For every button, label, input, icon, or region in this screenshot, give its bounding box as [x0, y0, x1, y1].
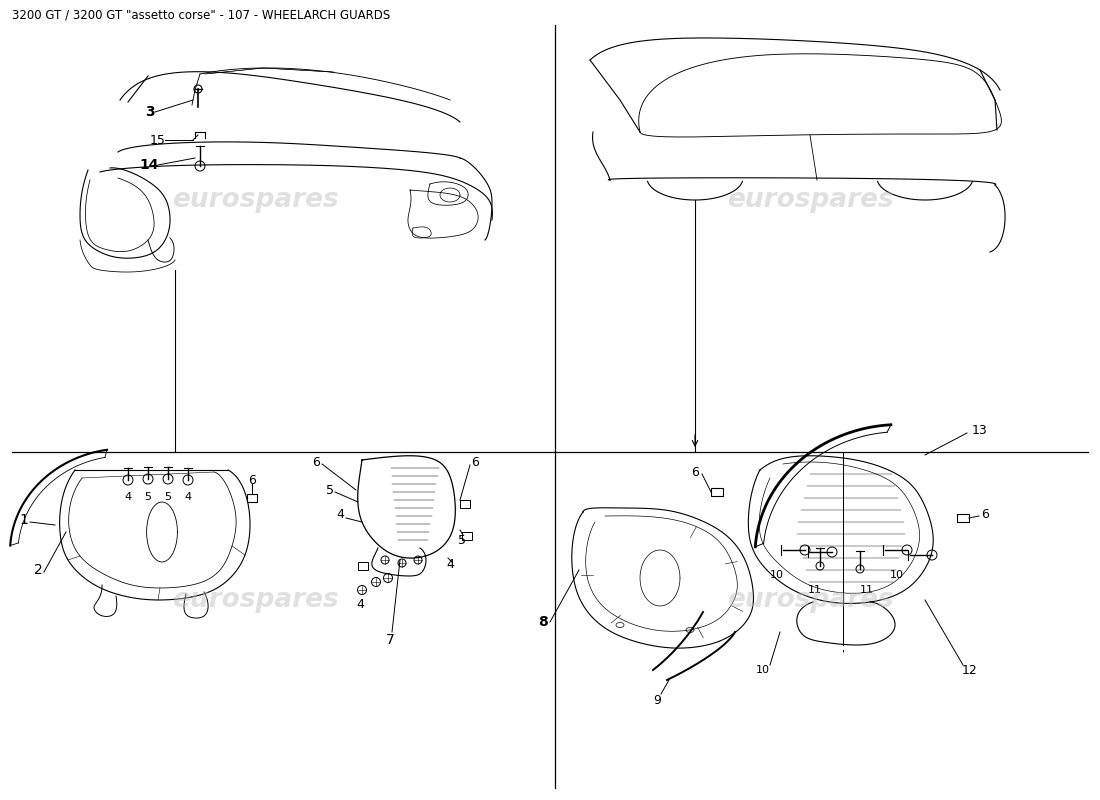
Text: 3200 GT / 3200 GT "assetto corse" - 107 - WHEELARCH GUARDS: 3200 GT / 3200 GT "assetto corse" - 107 …	[12, 8, 390, 21]
Text: 3: 3	[145, 105, 155, 119]
Text: 4: 4	[185, 492, 191, 502]
Text: 5: 5	[458, 534, 466, 546]
Text: 5: 5	[326, 483, 334, 497]
Text: 7: 7	[386, 633, 395, 647]
Text: 11: 11	[808, 585, 822, 595]
Text: 4: 4	[447, 558, 454, 571]
Text: 2: 2	[34, 563, 43, 577]
Text: 13: 13	[972, 423, 988, 437]
Text: eurospares: eurospares	[172, 587, 339, 613]
Text: 5: 5	[144, 492, 152, 502]
Text: eurospares: eurospares	[172, 187, 339, 213]
Text: 8: 8	[538, 615, 548, 629]
Text: 10: 10	[770, 570, 784, 580]
Text: 4: 4	[337, 509, 344, 522]
Text: 6: 6	[691, 466, 698, 478]
Text: eurospares: eurospares	[727, 187, 893, 213]
Text: 9: 9	[653, 694, 661, 706]
Text: 1: 1	[20, 513, 29, 527]
Text: 11: 11	[860, 585, 875, 595]
Text: 4: 4	[124, 492, 132, 502]
Text: 10: 10	[890, 570, 904, 580]
Text: 6: 6	[312, 455, 320, 469]
Text: 6: 6	[981, 509, 989, 522]
Text: 6: 6	[471, 455, 478, 469]
Text: 12: 12	[962, 663, 978, 677]
Text: 5: 5	[165, 492, 172, 502]
Text: 6: 6	[249, 474, 256, 486]
Text: eurospares: eurospares	[727, 587, 893, 613]
Text: 4: 4	[356, 598, 364, 611]
Text: 14: 14	[140, 158, 158, 172]
Text: 10: 10	[756, 665, 770, 675]
Text: 15: 15	[150, 134, 166, 146]
